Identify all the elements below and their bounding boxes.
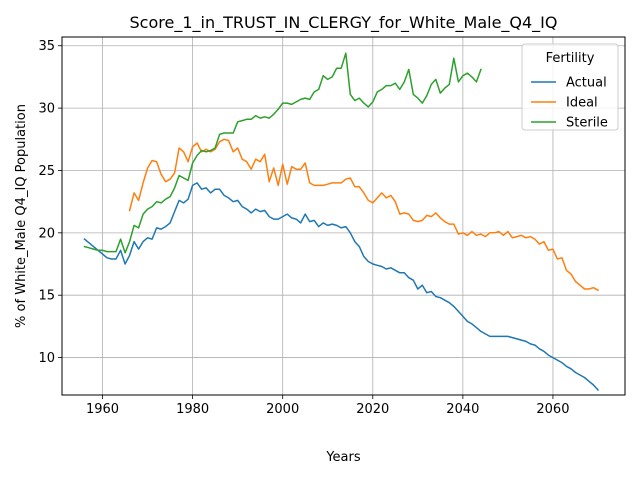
x-tick-label: 1980 <box>176 402 209 417</box>
y-axis-label: % of White_Male Q4_IQ Population <box>14 104 29 328</box>
x-tick-label: 1960 <box>86 402 119 417</box>
legend: Fertility Actual Ideal Sterile <box>521 43 619 131</box>
x-tick-label: 2060 <box>536 402 569 417</box>
legend-label-sterile: Sterile <box>566 116 608 131</box>
y-tick-label: 35 <box>38 39 55 54</box>
y-tick-label: 15 <box>38 289 55 304</box>
x-tick-label: 2020 <box>356 402 389 417</box>
legend-title: Fertility <box>546 51 595 66</box>
series-line-ideal <box>128 138 600 292</box>
y-tick-label: 10 <box>38 351 55 366</box>
y-tick-label: 30 <box>38 102 55 117</box>
x-axis: 1960 1980 2000 2020 2040 2060 <box>86 395 569 417</box>
series-line-sterile <box>83 52 482 254</box>
legend-label-ideal: Ideal <box>566 96 598 111</box>
y-tick-label: 20 <box>38 226 55 241</box>
x-tick-label: 2040 <box>446 402 479 417</box>
x-tick-label: 2000 <box>266 402 299 417</box>
legend-items: Actual Ideal Sterile <box>531 76 608 131</box>
y-tick-label: 25 <box>38 164 55 179</box>
x-axis-label: Years <box>325 450 361 465</box>
plot-lines <box>83 52 600 392</box>
chart-title: Score_1_in_TRUST_IN_CLERGY_for_White_Mal… <box>130 13 558 33</box>
plot-frame <box>61 36 626 396</box>
legend-label-actual: Actual <box>566 76 607 91</box>
legend-box <box>521 43 619 131</box>
series-line-actual <box>83 182 600 392</box>
y-axis: 10 15 20 25 30 35 <box>38 39 62 366</box>
